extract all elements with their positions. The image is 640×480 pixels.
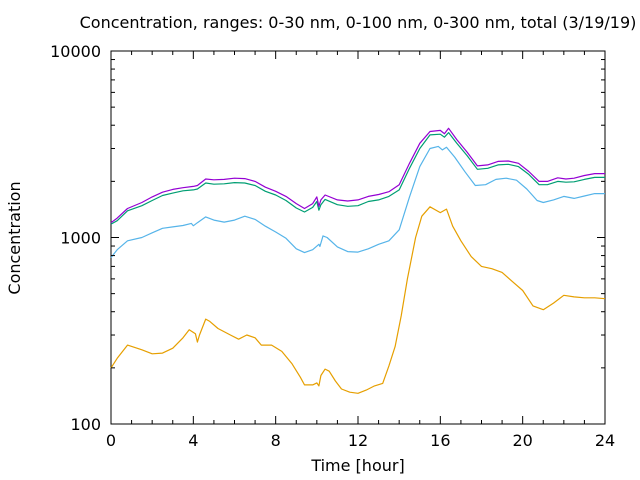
series-line-2 xyxy=(110,132,605,225)
y-tick-label: 1000 xyxy=(60,229,101,248)
tick-group: 0 4 8 12 16 20 24 100 1000 10000 xyxy=(50,42,615,450)
x-tick-label: 4 xyxy=(188,431,198,450)
x-axis-label: Time [hour] xyxy=(310,456,404,475)
x-tick-label: 16 xyxy=(430,431,450,450)
series-group xyxy=(110,127,606,394)
x-tick-label: 12 xyxy=(348,431,368,450)
y-axis-label: Concentration xyxy=(5,181,24,294)
x-tick-label: 8 xyxy=(271,431,281,450)
x-tick-label: 24 xyxy=(595,431,615,450)
y-tick-label: 10000 xyxy=(50,42,101,61)
plot-frame xyxy=(110,50,606,425)
chart-title: Concentration, ranges: 0-30 nm, 0-100 nm… xyxy=(80,13,637,32)
x-tick-label: 20 xyxy=(512,431,532,450)
series-line-1 xyxy=(110,145,605,258)
series-line-0 xyxy=(110,206,606,394)
series-line-3 xyxy=(110,127,605,224)
x-tick-label: 0 xyxy=(106,431,116,450)
y-tick-label: 100 xyxy=(70,415,101,434)
